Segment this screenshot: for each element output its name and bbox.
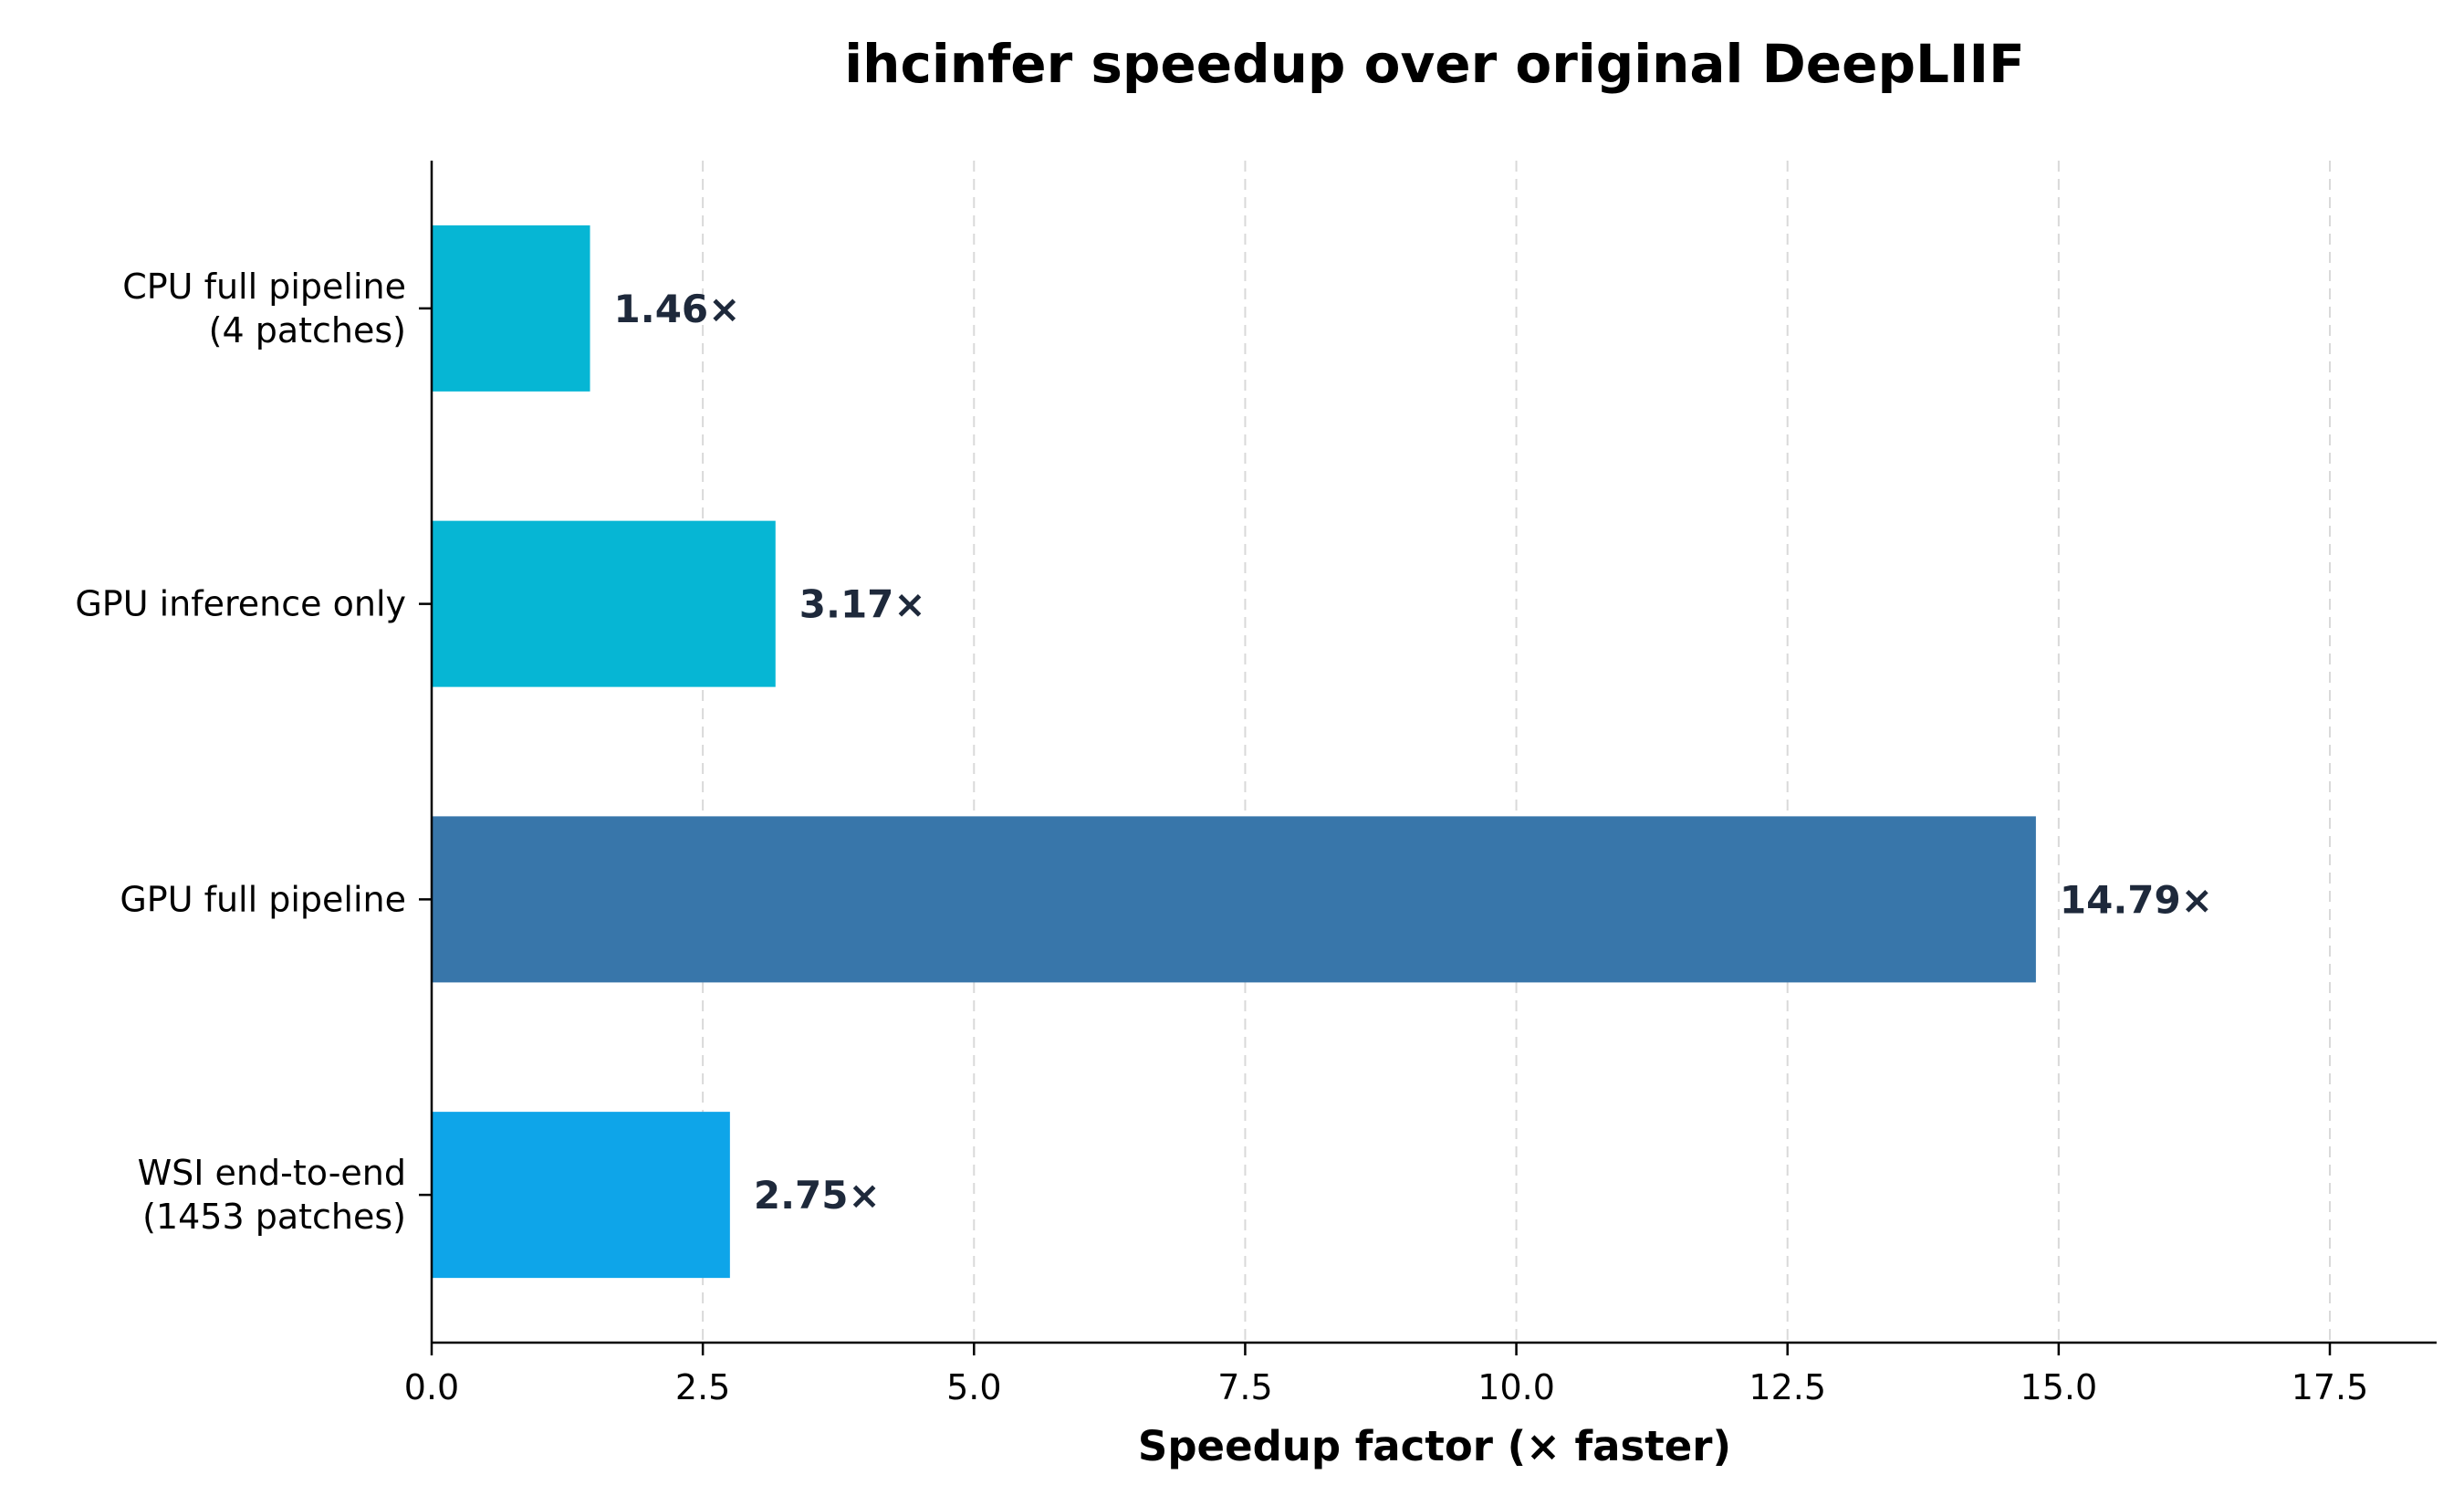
x-tick-label: 10.0 <box>1477 1367 1555 1407</box>
x-tick-label: 5.0 <box>946 1367 1001 1407</box>
y-category-label: GPU inference only <box>75 584 406 624</box>
y-category-label: CPU full pipeline <box>122 267 406 307</box>
y-category-label: WSI end-to-end <box>138 1153 406 1193</box>
bar-value-label: 14.79× <box>2060 877 2213 922</box>
bar <box>432 816 2036 983</box>
data-labels: 1.46× 3.17× 14.79× 2.75× <box>614 287 2213 1218</box>
y-axis-categories: CPU full pipeline(4 patches) GPU inferenc… <box>75 267 432 1237</box>
x-tick-label: 2.5 <box>675 1367 730 1407</box>
x-axis-label: Speedup factor (× faster) <box>1138 1422 1731 1470</box>
x-tick-label: 7.5 <box>1217 1367 1272 1407</box>
bar <box>432 1112 730 1279</box>
y-category-label: (1453 patches) <box>142 1197 406 1237</box>
chart-title: ihcinfer speedup over original DeepLIIF <box>844 33 2024 95</box>
bars <box>432 225 2036 1279</box>
bar-value-label: 2.75× <box>754 1173 881 1218</box>
y-category-label: GPU full pipeline <box>120 879 406 919</box>
bar <box>432 520 776 687</box>
bar-value-label: 1.46× <box>614 287 741 331</box>
y-category-label: (4 patches) <box>209 310 406 350</box>
x-tick-label: 0.0 <box>404 1367 459 1407</box>
bar-value-label: 3.17× <box>799 582 926 627</box>
x-axis-ticks: 0.0 2.5 5.0 7.5 10.0 12.5 15.0 17.5 <box>404 1343 2369 1407</box>
x-tick-label: 17.5 <box>2292 1367 2369 1407</box>
x-tick-label: 15.0 <box>2020 1367 2098 1407</box>
x-tick-label: 12.5 <box>1749 1367 1826 1407</box>
bar <box>432 225 590 392</box>
grid-lines <box>702 161 2331 1343</box>
